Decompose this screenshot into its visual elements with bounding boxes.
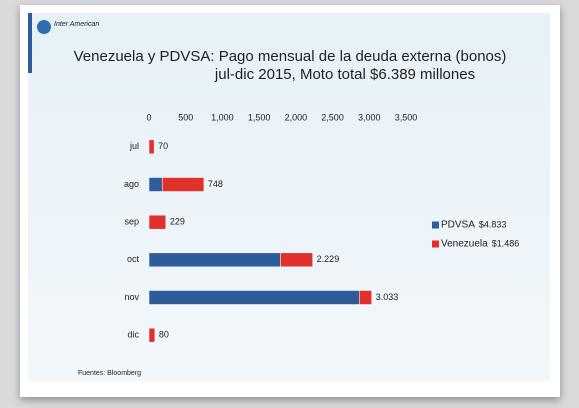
legend-swatch	[432, 240, 439, 248]
bar-segment	[148, 177, 163, 192]
data-label: 229	[170, 217, 185, 227]
x-tick-label: 500	[178, 112, 193, 122]
y-tick-label: sep	[124, 217, 139, 227]
x-tick-label: 1,000	[211, 112, 234, 122]
legend-label: Venezuela	[441, 239, 488, 250]
plot: 0 500 1,000 1,500 2,000 2,500 3,000 3,500 jul 70 a…	[124, 112, 520, 343]
panel	[28, 13, 550, 381]
x-tick-label: 3,500	[395, 112, 418, 122]
y-tick-label: jul	[129, 141, 139, 151]
bar-segment	[280, 252, 313, 268]
bar-segment	[161, 177, 205, 192]
data-label: 2.229	[317, 254, 340, 264]
y-tick-label: oct	[127, 254, 140, 264]
bar-segment	[148, 327, 156, 343]
y-tick-label: dic	[127, 330, 139, 340]
logo	[37, 20, 51, 34]
x-tick-label: 1,500	[248, 112, 271, 122]
y-tick-label: ago	[124, 179, 139, 189]
x-tick-label: 3,000	[358, 112, 381, 122]
legend-label: PDVSA	[441, 220, 475, 231]
y-tick-label: nov	[124, 292, 139, 302]
data-label: 80	[159, 330, 169, 340]
x-tick-label: 2,000	[285, 112, 308, 122]
legend-value: $4.833	[479, 219, 507, 229]
chart-subtitle: jul-dic 2015, Moto total $6.389 millones	[214, 66, 475, 83]
data-label: 748	[208, 179, 223, 189]
bar-segment	[148, 290, 360, 305]
source: Fuentes: Bloomberg	[78, 370, 141, 377]
chart-title: Venezuela y PDVSA: Pago mensual de la de…	[74, 48, 507, 65]
x-tick-label: 0	[146, 112, 151, 122]
legend-value: $1.486	[492, 238, 520, 248]
bar-segment	[148, 214, 167, 230]
legend-swatch	[432, 221, 439, 229]
data-label: 70	[158, 141, 168, 151]
bar-segment	[358, 290, 372, 305]
bar-segment	[148, 252, 281, 268]
x-tick-label: 2,500	[321, 112, 344, 122]
bar-segment	[148, 139, 155, 155]
brand: Inter American	[54, 21, 99, 28]
data-label: 3.033	[376, 292, 399, 302]
accent-bar	[28, 13, 32, 73]
